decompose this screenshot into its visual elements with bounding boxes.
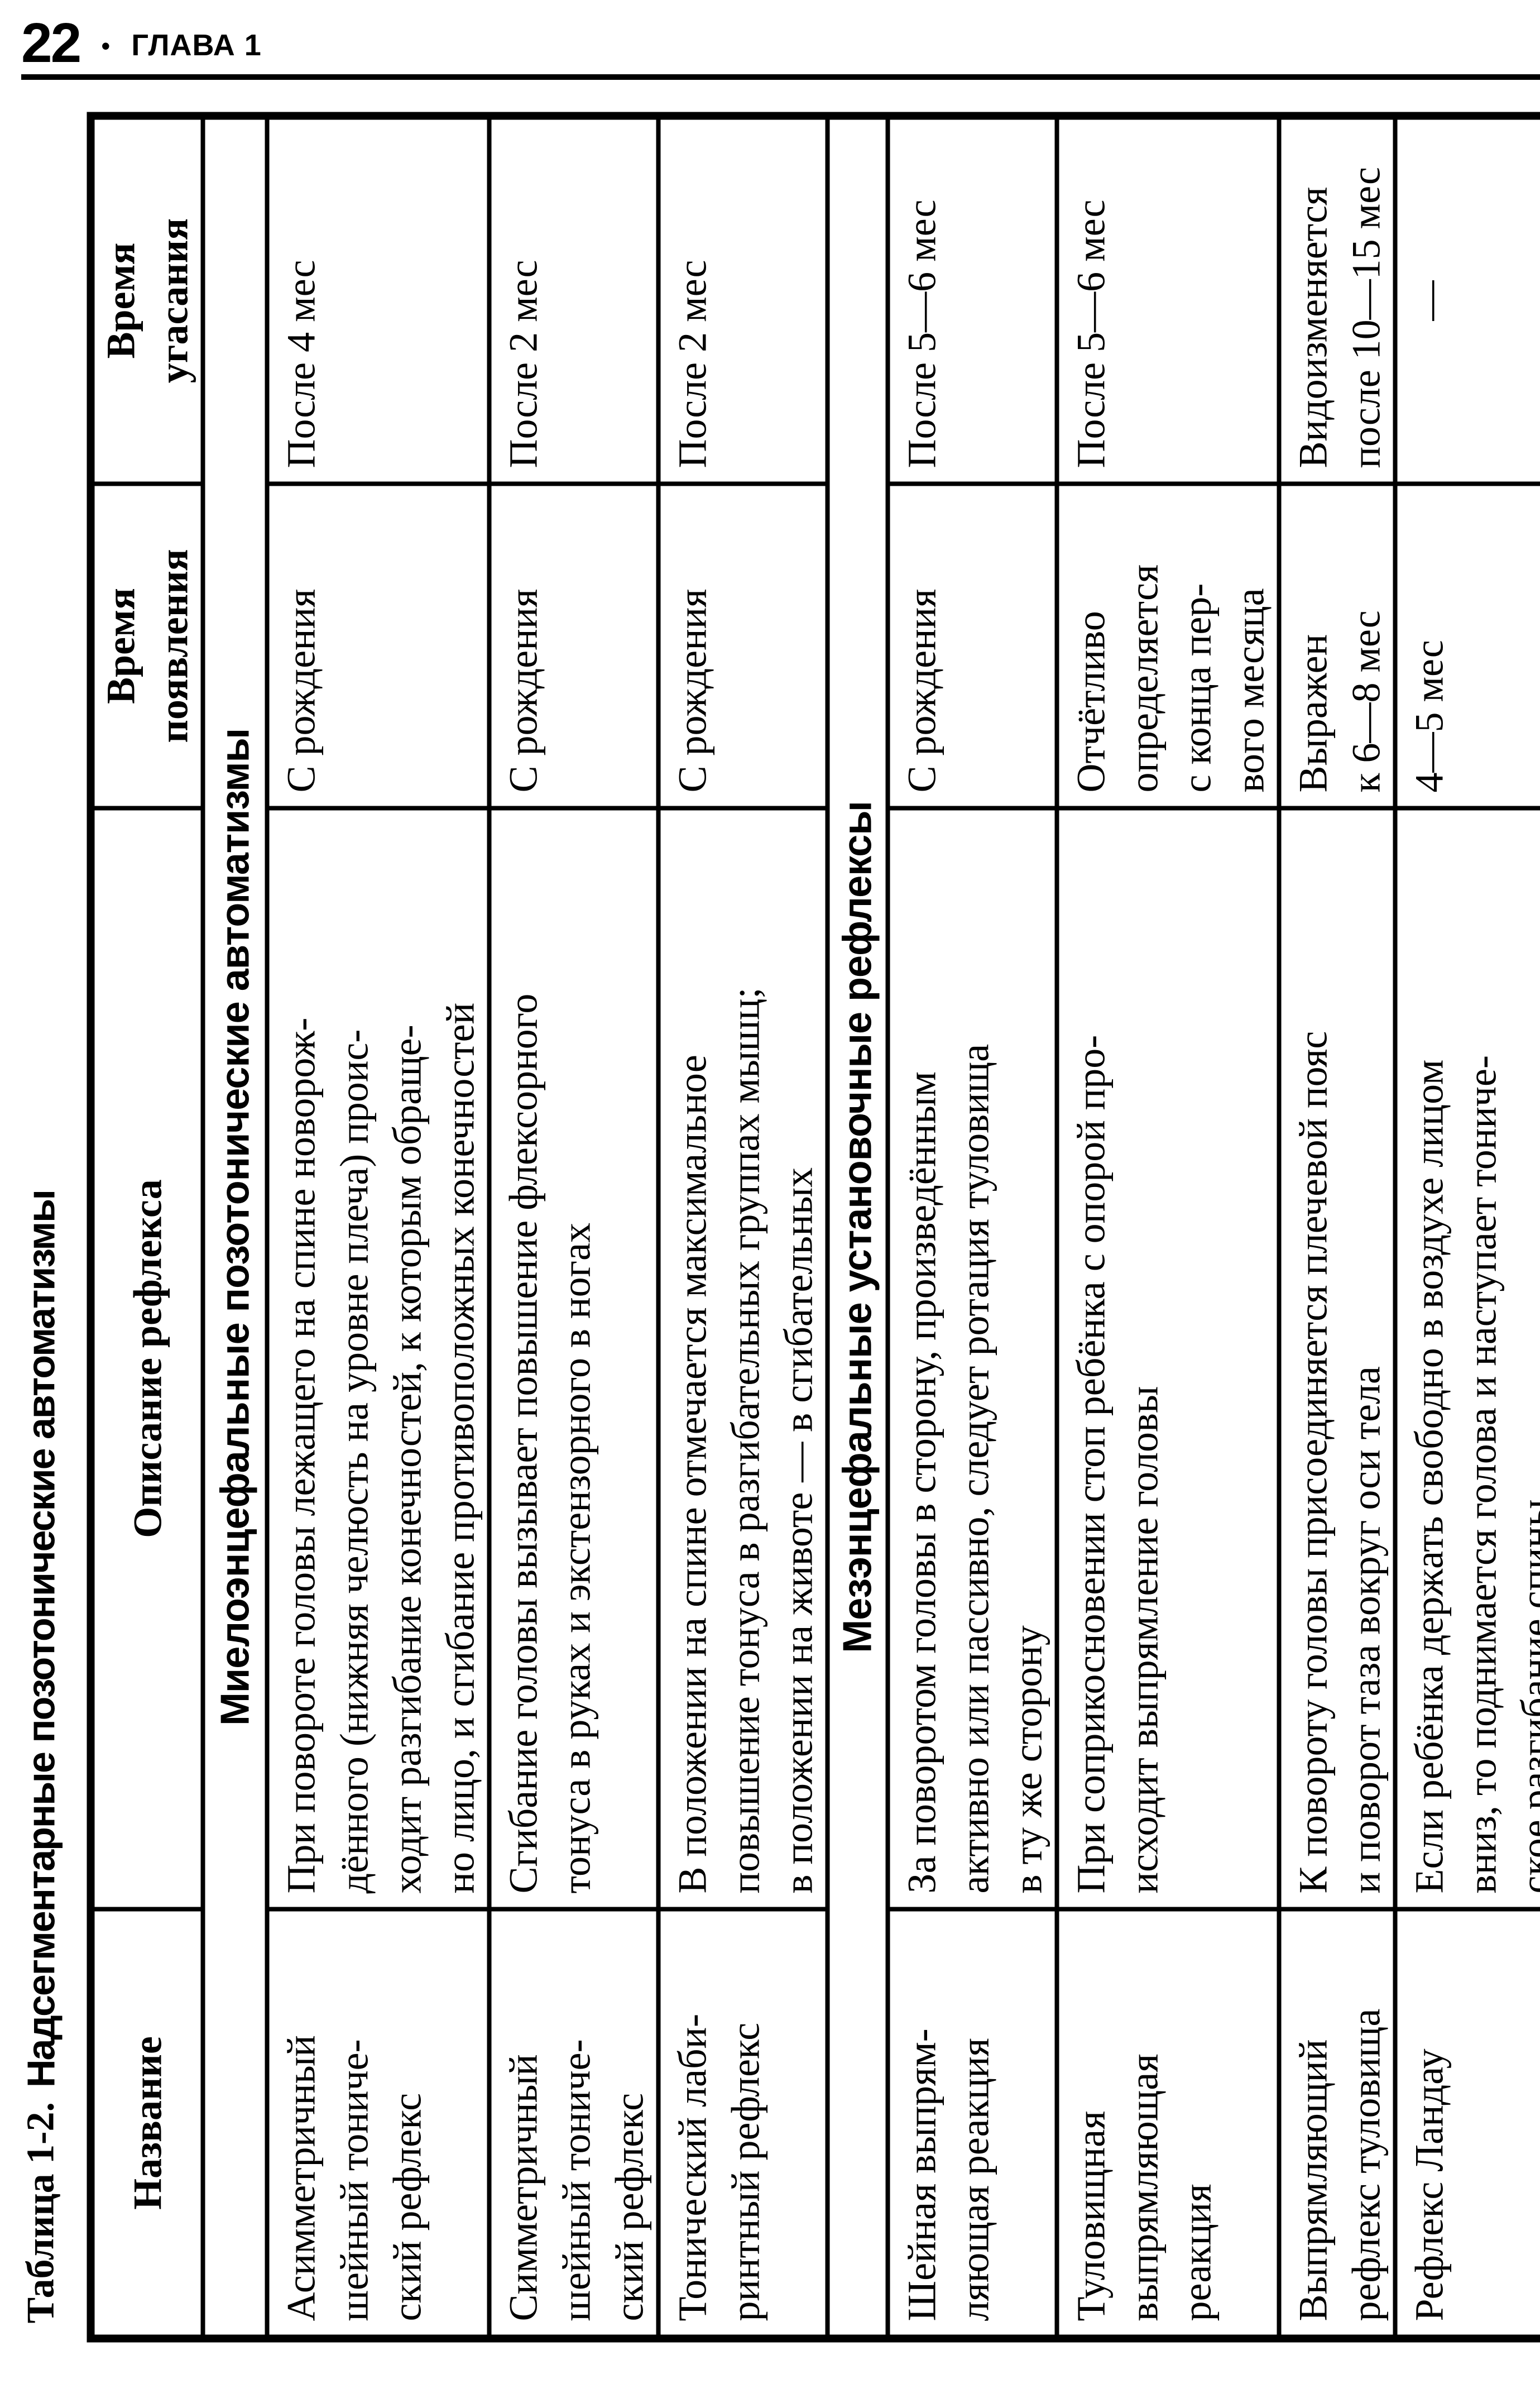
header-rule [21,74,1540,80]
cell-appearance: С рождения [658,483,828,808]
cell-name: Туловищная выпрямляющая реакция [1057,1909,1279,2339]
page-number: 22 [21,12,81,74]
cell-fading: После 2 мес [658,116,828,484]
cell-description: При соприкосновении стоп ребёнка с опоро… [1057,808,1279,1909]
cell-appearance: С рождения [887,483,1057,808]
cell-description: К повороту головы присоединяется плечево… [1279,808,1395,1909]
column-header-fading: Время угасания [90,116,203,484]
chapter-label: ГЛАВА 1 [131,28,262,62]
column-header-name: Название [90,1909,203,2339]
column-header-appearance: Время появления [90,483,203,808]
page-header: 22 • ГЛАВА 1 [21,12,1517,74]
cell-appearance: Выражен к 6—8 мес [1279,483,1395,808]
cell-description: Если ребёнка держать свободно в воздухе … [1395,808,1540,1909]
cell-name: Выпрямляющий рефлекс туловища [1279,1909,1395,2339]
section-label: Миелоэнцефальные позотонические автомати… [203,116,267,2339]
table-row: Выпрямляющий рефлекс туловища К повороту… [1279,116,1395,2339]
cell-appearance: С рождения [267,483,490,808]
rotated-table-container: Таблица 1-2. Надсегментарные позотоничес… [17,112,1540,2343]
table-title-text: Надсегментарные позотонические автоматиз… [19,1190,63,2088]
cell-fading: — [1395,116,1540,484]
cell-appearance: 4—5 мес [1395,483,1540,808]
reflex-table: Название Описание рефлекса Время появлен… [87,112,1540,2343]
cell-name: Рефлекс Ландау [1395,1909,1540,2339]
section-row-mesencephalic: Мезэнцефальные установочные рефлексы [827,116,888,2339]
table-row: Симметричный шейный тониче- ский рефлекс… [489,116,659,2339]
table-header-row: Название Описание рефлекса Время появлен… [90,116,203,2339]
cell-fading: После 5—6 мес [1057,116,1279,484]
cell-fading: Видоизменяется после 10—15 мес [1279,116,1395,484]
cell-fading: После 2 мес [489,116,659,484]
section-label: Мезэнцефальные установочные рефлексы [827,116,888,2339]
cell-name: Асимметричный шейный тониче- ский рефлек… [267,1909,490,2339]
cell-description: При повороте головы лежащего на спине но… [267,808,490,1909]
cell-description: В положении на спине отмечается максимал… [658,808,828,1909]
cell-appearance: Отчётливо определяется с конца пер- вого… [1057,483,1279,808]
cell-name: Симметричный шейный тониче- ский рефлекс [489,1909,659,2339]
cell-description: За поворотом головы в сторону, произведё… [887,808,1057,1909]
cell-appearance: С рождения [489,483,659,808]
cell-name: Тонический лаби- ринтный рефлекс [658,1909,828,2339]
table-row: Шейная выпрям- ляющая реакция За поворот… [887,116,1057,2339]
table-title-number: Таблица 1-2. [19,2102,63,2324]
cell-description: Сгибание головы вызывает повышение флекс… [489,808,659,1909]
column-header-description: Описание рефлекса [90,808,203,1909]
cell-name: Шейная выпрям- ляющая реакция [887,1909,1057,2339]
cell-fading: После 4 мес [267,116,490,484]
cell-fading: После 5—6 мес [887,116,1057,484]
table-row: Туловищная выпрямляющая реакция При сопр… [1057,116,1279,2339]
section-row-myelencephalic: Миелоэнцефальные позотонические автомати… [203,116,267,2339]
table-title: Таблица 1-2. Надсегментарные позотоничес… [17,120,87,2343]
table-row: Тонический лаби- ринтный рефлекс В полож… [658,116,828,2339]
table-row: Асимметричный шейный тониче- ский рефлек… [267,116,490,2339]
bullet-separator-icon: • [101,31,111,60]
table-row: Рефлекс Ландау Если ребёнка держать своб… [1395,116,1540,2339]
